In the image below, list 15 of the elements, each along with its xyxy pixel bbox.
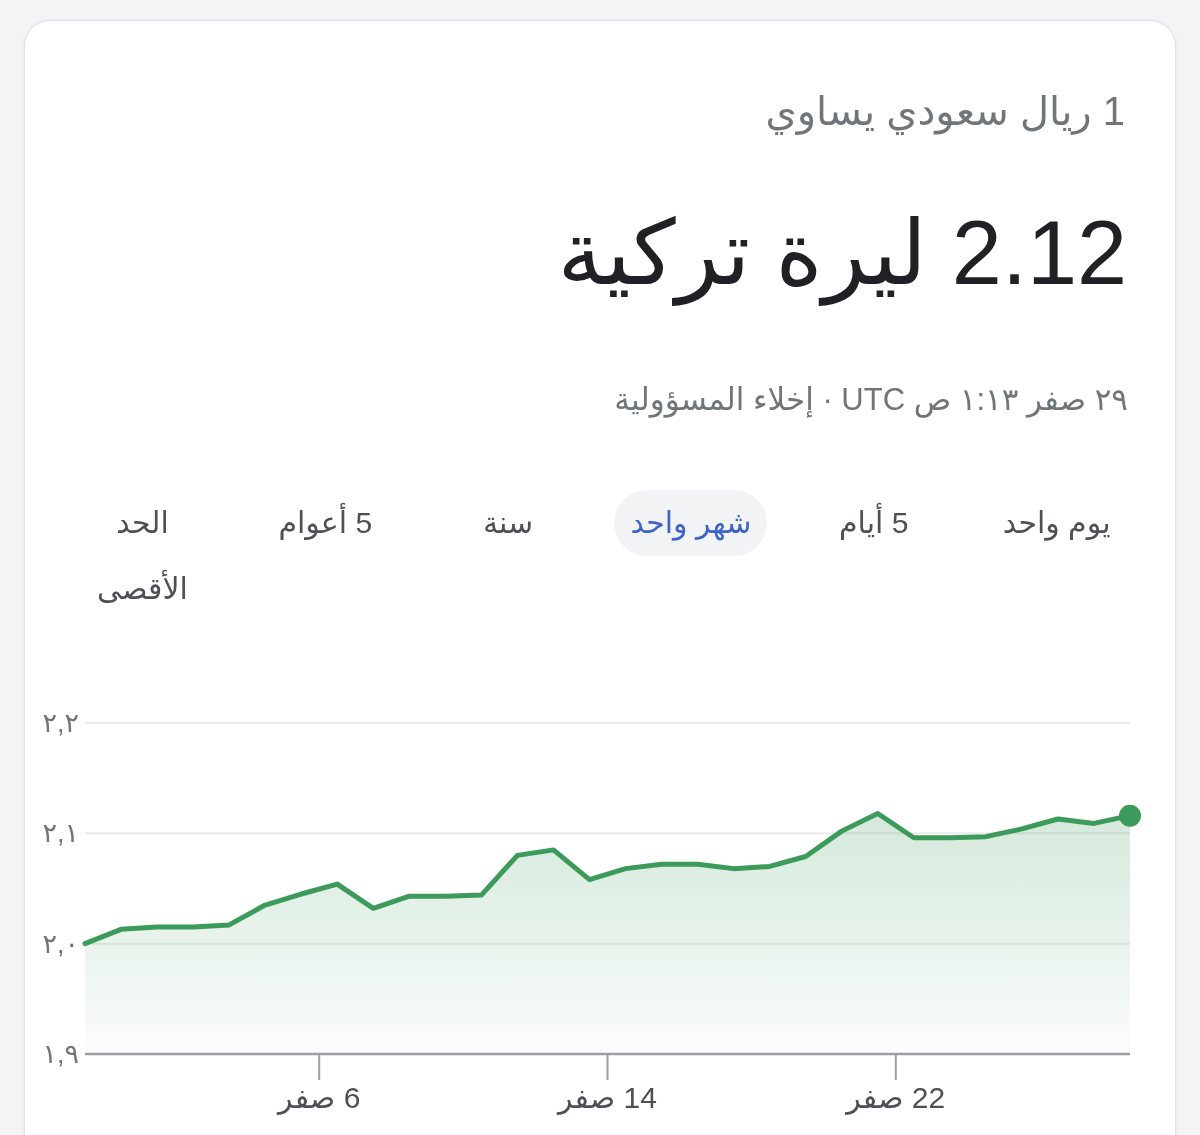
text: 5 أعوام [278,501,373,542]
y-tick-label: ٢,٠ [42,928,79,959]
x-tick-label: 6 صفر [276,1080,361,1115]
text: الحد الأقصى [96,505,189,607]
y-tick-label: ١,٩ [42,1039,79,1069]
chart-subtitle: 1 ريال سعودي يساوي [765,88,1125,134]
y-tick-label: ٢,١ [42,818,79,849]
text: ٢٩ صفر ١:١٣ ص UTC · إخلاء المسؤولية [614,381,1128,419]
x-tick-label: 22 صفر [844,1080,946,1115]
text: 5 أيام [839,501,909,542]
text: سنة [482,505,534,541]
x-tick-label: 14 صفر [556,1080,657,1115]
text: يوم واحد [1002,505,1111,543]
y-tick-label: ٢,٢ [42,708,79,738]
text: شهر واحد [630,505,752,543]
